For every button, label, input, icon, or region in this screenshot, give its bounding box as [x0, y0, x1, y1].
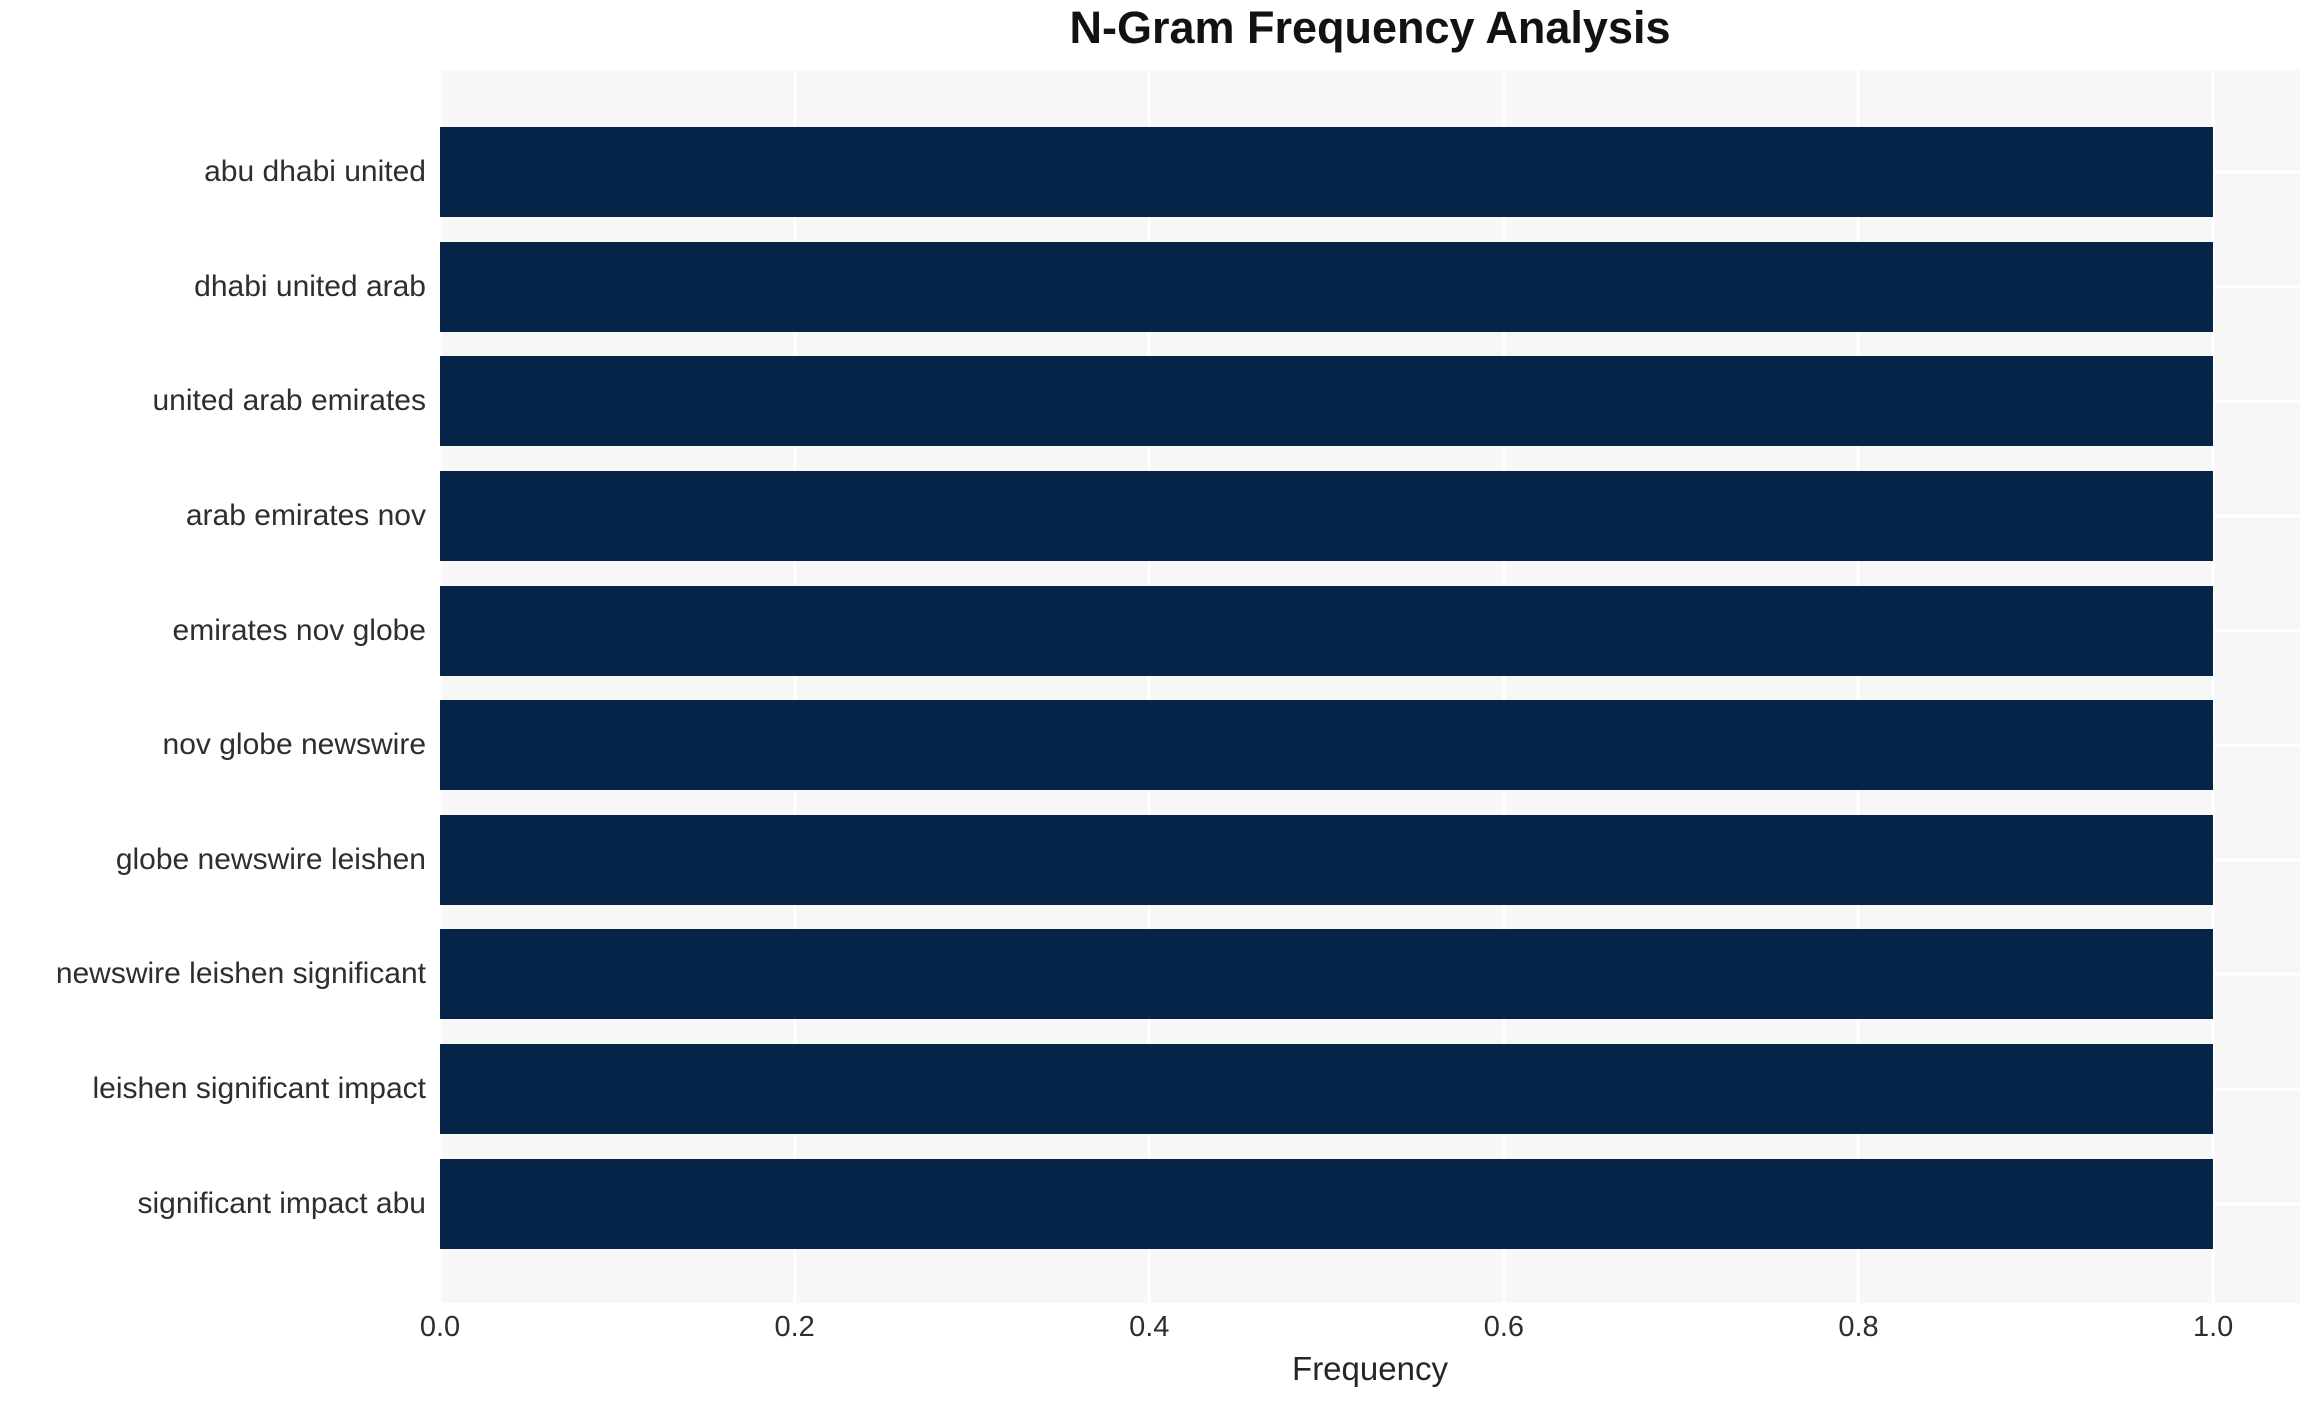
bar-row [440, 230, 2300, 345]
bar-row [440, 688, 2300, 803]
bar-row [440, 459, 2300, 574]
x-tick-label: 0.0 [419, 1311, 461, 1343]
bar-nov-globe-newswire [440, 700, 2214, 791]
bar-row [440, 573, 2300, 688]
bar-rows [440, 115, 2300, 1261]
bar-united-arab-emirates [440, 356, 2214, 447]
y-tick-label: leishen significant impact [92, 1072, 426, 1106]
y-axis-labels: abu dhabi united dhabi united arab united … [0, 115, 426, 1261]
vertical-gridline [438, 70, 442, 1303]
bar-arab-emirates-nov [440, 471, 2214, 562]
x-axis-label: Frequency [1292, 1350, 1448, 1387]
y-tick-label: dhabi united arab [194, 269, 426, 303]
vertical-gridline [1502, 70, 1506, 1303]
x-tick-label: 0.8 [1838, 1311, 1879, 1343]
bar-row [440, 1146, 2300, 1261]
vertical-gridline [1147, 70, 1151, 1303]
x-tick-label: 0.6 [1483, 1311, 1525, 1343]
bar-newswire-leishen-significant [440, 929, 2214, 1020]
plot-area [438, 70, 2300, 1303]
y-tick-label: emirates nov globe [172, 613, 426, 647]
x-axis-ticks: 0.0 0.2 0.4 0.6 0.8 1.0 [420, 1311, 2300, 1349]
y-tick-label: united arab emirates [152, 384, 427, 418]
bar-globe-newswire-leishen [440, 814, 2214, 905]
bar-row [440, 344, 2300, 459]
bar-leishen-significant-impact [440, 1044, 2214, 1135]
y-tick-label: newswire leishen significant [55, 957, 426, 991]
bar-abu-dhabi-united [440, 127, 2214, 218]
bar-row [440, 1032, 2300, 1147]
y-tick-label: significant impact abu [137, 1186, 427, 1220]
bar-row [440, 115, 2300, 230]
vertical-gridline [793, 70, 797, 1303]
chart-title: N-Gram Frequency Analysis [1069, 2, 1671, 53]
bar-emirates-nov-globe [440, 585, 2214, 676]
vertical-gridline [1856, 70, 1860, 1303]
y-tick-label: abu dhabi united [204, 155, 426, 189]
y-tick-label: globe newswire leishen [115, 842, 426, 876]
y-tick-label: nov globe newswire [162, 728, 426, 762]
bar-row [440, 917, 2300, 1032]
x-tick-label: 1.0 [2192, 1311, 2234, 1343]
bar-dhabi-united-arab [440, 241, 2214, 332]
y-tick-label: arab emirates nov [185, 499, 426, 533]
x-tick-label: 0.2 [774, 1311, 815, 1343]
bar-row [440, 803, 2300, 918]
vertical-gridline [2211, 70, 2215, 1303]
x-tick-label: 0.4 [1129, 1311, 1170, 1343]
bar-significant-impact-abu [440, 1158, 2214, 1249]
